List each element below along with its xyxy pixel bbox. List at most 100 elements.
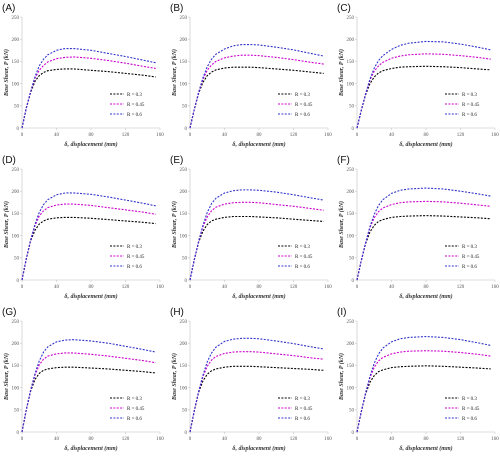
x-tick-label: 80: [89, 437, 95, 442]
series-line-3: [21, 339, 156, 433]
series-line-1: [21, 216, 156, 281]
chart-panel-1: (A) 0 50 100 150 200 250 0 40 80 120 160 δ, displace…: [2, 3, 164, 148]
legend-label: R = 0.6: [295, 113, 310, 118]
x-tick-label: 120: [457, 285, 465, 290]
series-line-1: [189, 66, 324, 129]
x-tick-label: 80: [257, 437, 263, 442]
series-line-1: [356, 215, 491, 281]
legend-label: R = 0.6: [462, 265, 477, 270]
legend-label: R = 0.45: [462, 103, 480, 108]
x-axis-title: δ, displacement (mm): [232, 445, 285, 452]
y-tick-label: 100: [180, 386, 188, 391]
legend-label: R = 0.45: [462, 255, 480, 260]
y-tick-label: 100: [347, 234, 355, 239]
y-tick-label: 200: [12, 190, 20, 195]
y-tick-label: 0: [352, 127, 355, 132]
legend-label: R = 0.3: [462, 93, 477, 98]
y-tick-label: 0: [17, 279, 20, 284]
y-tick-label: 150: [180, 364, 188, 369]
panel-label: (C): [337, 3, 351, 14]
x-tick-label: 80: [257, 285, 263, 290]
series-line-1: [189, 215, 324, 281]
y-tick-label: 0: [185, 127, 188, 132]
legend-label: R = 0.6: [127, 265, 142, 270]
x-tick-label: 80: [424, 285, 430, 290]
x-tick-label: 0: [356, 437, 359, 442]
legend-label: R = 0.3: [127, 397, 142, 402]
panel-label: (H): [170, 307, 184, 318]
y-tick-label: 200: [347, 190, 355, 195]
y-tick-label: 100: [180, 82, 188, 87]
x-tick-label: 160: [491, 133, 499, 138]
y-tick-label: 100: [12, 234, 20, 239]
legend-label: R = 0.6: [462, 417, 477, 422]
panel-label: (D): [2, 155, 16, 166]
y-axis-title: Base Shear, P (kN): [171, 353, 178, 401]
y-tick-label: 200: [12, 342, 20, 347]
panel-label: (F): [337, 155, 350, 166]
y-tick-label: 0: [17, 127, 20, 132]
series-line-3: [21, 192, 156, 281]
x-tick-label: 0: [21, 285, 24, 290]
legend-label: R = 0.3: [295, 397, 310, 402]
x-axis-title: δ, displacement (mm): [399, 141, 452, 148]
series-line-3: [189, 189, 324, 281]
y-tick-label: 150: [347, 60, 355, 65]
y-tick-label: 50: [14, 257, 20, 262]
y-tick-label: 0: [352, 279, 355, 284]
y-tick-label: 200: [180, 190, 188, 195]
y-tick-label: 0: [185, 279, 188, 284]
x-tick-label: 160: [491, 285, 499, 290]
chart-panel-5: (E) 0 50 100 150 200 250 0 40 80 120 160 δ, displace…: [170, 155, 332, 300]
chart-panel-9: (I) 0 50 100 150 200 250 0 40 80 120 160 δ, displace…: [337, 307, 499, 452]
legend-label: R = 0.3: [462, 397, 477, 402]
series-line-1: [21, 68, 156, 129]
legend-label: R = 0.6: [127, 113, 142, 118]
y-tick-label: 50: [182, 105, 188, 110]
y-tick-label: 250: [347, 320, 355, 325]
x-tick-label: 0: [21, 133, 24, 138]
chart-panel-3: (C) 0 50 100 150 200 250 0 40 80 120 160 δ, displace…: [337, 3, 499, 148]
y-tick-label: 250: [12, 16, 20, 21]
x-tick-label: 0: [189, 285, 192, 290]
y-tick-label: 200: [180, 38, 188, 43]
y-tick-label: 50: [182, 257, 188, 262]
y-tick-label: 100: [347, 386, 355, 391]
legend-label: R = 0.45: [127, 407, 145, 412]
x-axis-title: δ, displacement (mm): [64, 141, 117, 148]
x-tick-label: 120: [457, 437, 465, 442]
x-tick-label: 0: [356, 133, 359, 138]
x-tick-label: 160: [156, 285, 164, 290]
x-tick-label: 160: [324, 285, 332, 290]
panel-label: (I): [337, 307, 346, 318]
chart-panel-4: (D) 0 50 100 150 200 250 0 40 80 120 160 δ, displace…: [2, 155, 164, 300]
y-tick-label: 150: [180, 212, 188, 217]
y-tick-label: 50: [14, 105, 20, 110]
y-tick-label: 200: [12, 38, 20, 43]
legend-label: R = 0.45: [295, 407, 313, 412]
y-tick-label: 250: [12, 168, 20, 173]
x-axis-title: δ, displacement (mm): [232, 293, 285, 300]
y-axis-title: Base Shear, P (kN): [3, 353, 10, 401]
y-axis-title: Base Shear, P (kN): [338, 201, 345, 249]
y-axis-title: Base Shear, P (kN): [3, 49, 10, 97]
series-line-3: [356, 187, 491, 281]
legend-label: R = 0.45: [127, 103, 145, 108]
y-tick-label: 100: [347, 82, 355, 87]
y-tick-label: 250: [180, 16, 188, 21]
x-tick-label: 40: [54, 285, 60, 290]
y-tick-label: 150: [347, 212, 355, 217]
chart-panel-6: (F) 0 50 100 150 200 250 0 40 80 120 160 δ, displace…: [337, 155, 499, 300]
x-tick-label: 160: [324, 133, 332, 138]
chart-panel-2: (B) 0 50 100 150 200 250 0 40 80 120 160 δ, displace…: [170, 3, 332, 148]
x-tick-label: 40: [389, 437, 395, 442]
legend-label: R = 0.3: [127, 245, 142, 250]
x-tick-label: 160: [156, 133, 164, 138]
legend-label: R = 0.45: [127, 255, 145, 260]
legend-label: R = 0.3: [295, 93, 310, 98]
legend-label: R = 0.3: [462, 245, 477, 250]
y-tick-label: 100: [180, 234, 188, 239]
legend-label: R = 0.6: [295, 265, 310, 270]
x-tick-label: 80: [89, 133, 95, 138]
x-tick-label: 80: [424, 133, 430, 138]
